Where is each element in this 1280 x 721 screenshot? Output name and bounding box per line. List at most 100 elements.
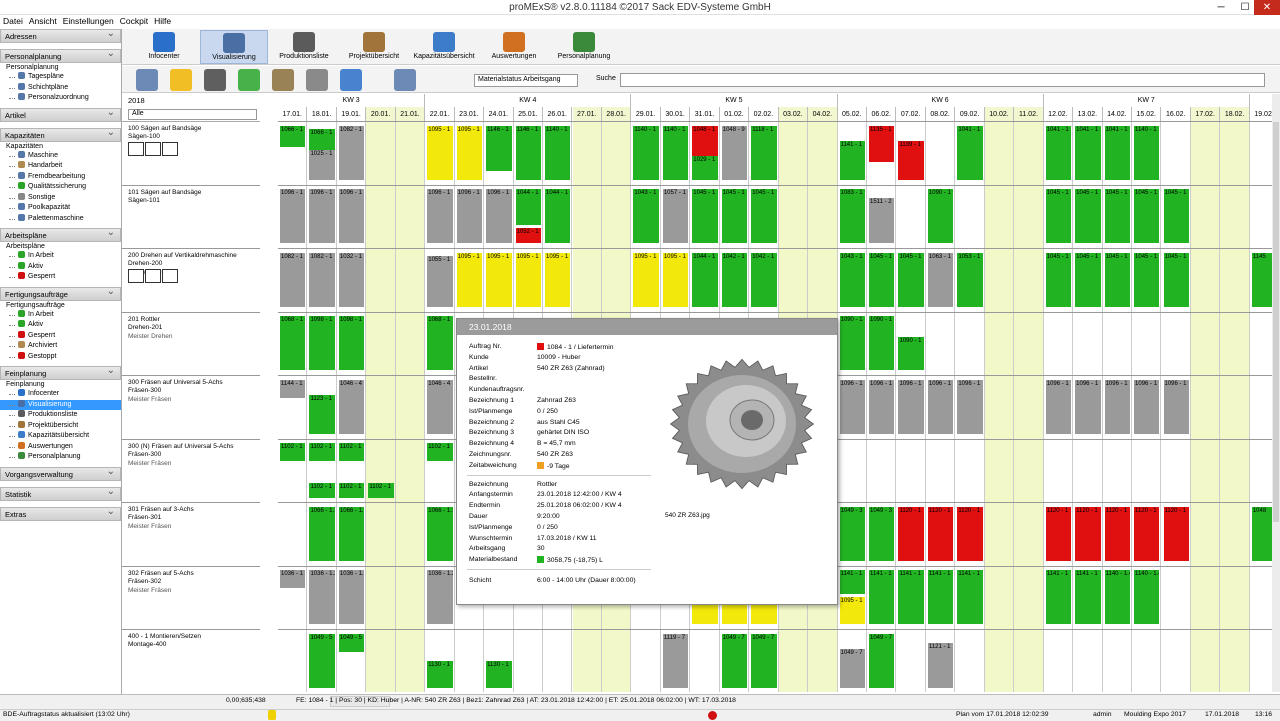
order-bar[interactable]: 1096 - 1 (1075, 379, 1101, 434)
order-bar[interactable]: 1120 - 1 (898, 506, 924, 561)
order-bar[interactable]: 1041 - 1 (1045, 125, 1072, 180)
day-label[interactable]: 07.02. (896, 107, 926, 121)
order-bar[interactable]: 1120 - 1 (1104, 506, 1131, 561)
order-bar[interactable]: 1140 - 1 (633, 125, 659, 180)
order-bar[interactable]: 1082 - 1 (280, 252, 306, 307)
order-bar[interactable]: 1096 - 1 (280, 189, 306, 244)
order-bar[interactable]: 1096 - 1 (1134, 379, 1160, 434)
order-bar[interactable]: 1139 - 1 (898, 140, 924, 180)
order-bar[interactable]: 1045 - 1 (869, 252, 895, 307)
order-bar[interactable]: 1140 - 1 (662, 125, 689, 180)
resource-row[interactable]: 100 Sägen auf Bandsäge Sägen-100 (122, 122, 260, 186)
order-bar[interactable]: 1120 - 1 (1163, 506, 1189, 561)
order-bar[interactable]: 1102 - 1 (338, 443, 365, 462)
order-bar[interactable]: 1036 - 1.2 (338, 570, 365, 625)
lightning-icon[interactable] (170, 69, 192, 91)
order-bar[interactable]: 1096 - 1 (839, 379, 865, 434)
order-bar[interactable]: 1096 - 1 (1045, 379, 1072, 434)
tree-item[interactable]: Handarbeit (0, 161, 121, 172)
order-bar[interactable]: 1095 - 1 (456, 125, 483, 180)
day-label[interactable]: 04.02. (808, 107, 838, 121)
order-bar[interactable]: 1095 - 1 (486, 252, 512, 307)
tree-item[interactable]: Poolkapazität (0, 203, 121, 214)
save-icon[interactable] (204, 69, 226, 91)
day-label[interactable]: 02.02. (749, 107, 779, 121)
order-bar[interactable]: 1036 - 1.2 (427, 570, 453, 625)
order-bar[interactable]: 1102 - 1 (309, 443, 335, 462)
material-status-select[interactable]: Materialstatus Arbeitsgang (474, 74, 578, 87)
resource-row[interactable]: 400 - 1 Montieren/Setzen Montage-400 (122, 630, 260, 692)
resource-row[interactable]: 301 Fräsen auf 3-Achs Fräsen-301 Meister F… (122, 503, 260, 567)
order-bar[interactable]: 1083 - 1 (839, 189, 865, 244)
day-label[interactable]: 03.02. (778, 107, 809, 121)
order-bar[interactable]: 1098 - 1 (338, 316, 365, 371)
order-bar[interactable]: 1046 - 4 (338, 379, 365, 434)
order-bar[interactable]: 1095 - 1 (545, 252, 571, 307)
order-bar[interactable]: 1049 - 3 (869, 506, 895, 561)
order-bar[interactable]: 1041 - 1 (1075, 125, 1101, 180)
day-label[interactable]: 28.01. (601, 107, 632, 121)
resource-row[interactable]: 101 Sägen auf Bandsäge Sägen-101 (122, 185, 260, 249)
day-label[interactable]: 14.02. (1103, 107, 1133, 121)
toolbar-button-0[interactable]: Infocenter (130, 30, 198, 64)
order-bar[interactable]: 1119 - 7 (662, 633, 689, 688)
resource-slot[interactable] (162, 142, 178, 156)
tree-item[interactable]: Projektübersicht (0, 420, 121, 432)
order-bar[interactable]: 1090 - 1 (927, 189, 954, 244)
resource-slot[interactable] (128, 269, 144, 283)
order-bar[interactable]: 1045 - 1 (1045, 189, 1072, 244)
toolbar-button-1[interactable]: Visualisierung (200, 30, 268, 64)
order-bar[interactable]: 1066 - 1.1 (309, 506, 335, 561)
day-label[interactable]: 16.02. (1162, 107, 1191, 121)
scrollbar-thumb[interactable] (1273, 122, 1279, 522)
order-bar[interactable]: 1045 - 1 (751, 189, 777, 244)
day-label[interactable]: 31.01. (690, 107, 720, 121)
day-label[interactable]: 26.01. (543, 107, 573, 121)
back-icon[interactable] (340, 69, 362, 91)
resource-row[interactable]: 302 Fräsen auf 5-Achs Fräsen-302 Meister F… (122, 566, 260, 630)
order-bar[interactable]: 1044 - 1 (515, 189, 542, 226)
order-bar[interactable]: 1141 - 1 (1075, 570, 1101, 625)
order-bar[interactable]: 1146 - 1 (486, 125, 512, 171)
order-bar[interactable]: 1095 - 1 (456, 252, 483, 307)
order-bar[interactable]: 1120 - 1 (957, 506, 983, 561)
order-bar[interactable]: 1120 - 1 (1075, 506, 1101, 561)
order-bar[interactable]: 1102 - 1 (280, 443, 306, 462)
order-bar[interactable]: 1049 - 7 (751, 633, 777, 688)
tree-item[interactable]: Personalplanung (0, 452, 121, 463)
order-bar[interactable]: 1102 - 1 (368, 483, 394, 499)
order-bar[interactable]: 1140 - 1 (1134, 125, 1160, 180)
tree-item[interactable]: Kapazitätsübersicht (0, 431, 121, 442)
order-bar[interactable]: 1043 - 1 (633, 189, 659, 244)
order-bar[interactable]: 1045 - 1 (898, 252, 924, 307)
order-bar[interactable]: 1045 - 1 (1104, 189, 1131, 244)
order-bar[interactable]: 1066 - 1.1 (338, 506, 365, 561)
menu-2[interactable]: Einstellungen (62, 16, 114, 26)
tree-item[interactable]: Archiviert (0, 341, 121, 352)
day-label[interactable]: 05.02. (838, 107, 867, 121)
order-bar[interactable]: 1049 - 7 (721, 633, 748, 688)
day-label[interactable]: 17.02. (1190, 107, 1221, 121)
search-input[interactable] (620, 73, 1265, 87)
order-bar[interactable]: 1095 - 1 (515, 252, 542, 307)
order-bar[interactable]: 1135 - 1 (869, 125, 895, 162)
day-label[interactable]: 20.01. (366, 107, 396, 121)
day-label[interactable]: 11.02. (1014, 107, 1044, 121)
order-bar[interactable]: 1068 - 1 (427, 316, 453, 371)
order-bar[interactable]: 1042 - 1 (751, 252, 777, 307)
order-bar[interactable]: 1090 - 1 (839, 316, 865, 371)
resource-row[interactable]: 201 Rottler Drehen-201 Meister Drehen (122, 312, 260, 376)
order-bar[interactable]: 1123 - 1 (309, 394, 335, 434)
order-bar[interactable]: 1096 - 1 (1104, 379, 1131, 434)
close-button[interactable]: ✕ (1254, 0, 1280, 15)
toolbar-button-3[interactable]: Projektübersicht (340, 30, 408, 64)
order-bar[interactable]: 1057 - 1 (662, 189, 689, 244)
tree-root[interactable]: Feinplanung (6, 381, 45, 388)
section-1[interactable]: Personalplanung (0, 48, 121, 63)
order-bar[interactable]: 1095 - 1 (839, 597, 865, 625)
toolbar-button-4[interactable]: Kapazitätsübersicht (410, 30, 478, 64)
order-bar[interactable]: 1096 - 1 (869, 379, 895, 434)
order-bar[interactable]: 1096 - 1 (957, 379, 983, 434)
resource-row[interactable]: 300 Fräsen auf Universal 5-Achs Fräsen-30… (122, 376, 260, 440)
order-bar[interactable]: 1045 - 1 (1075, 189, 1101, 244)
